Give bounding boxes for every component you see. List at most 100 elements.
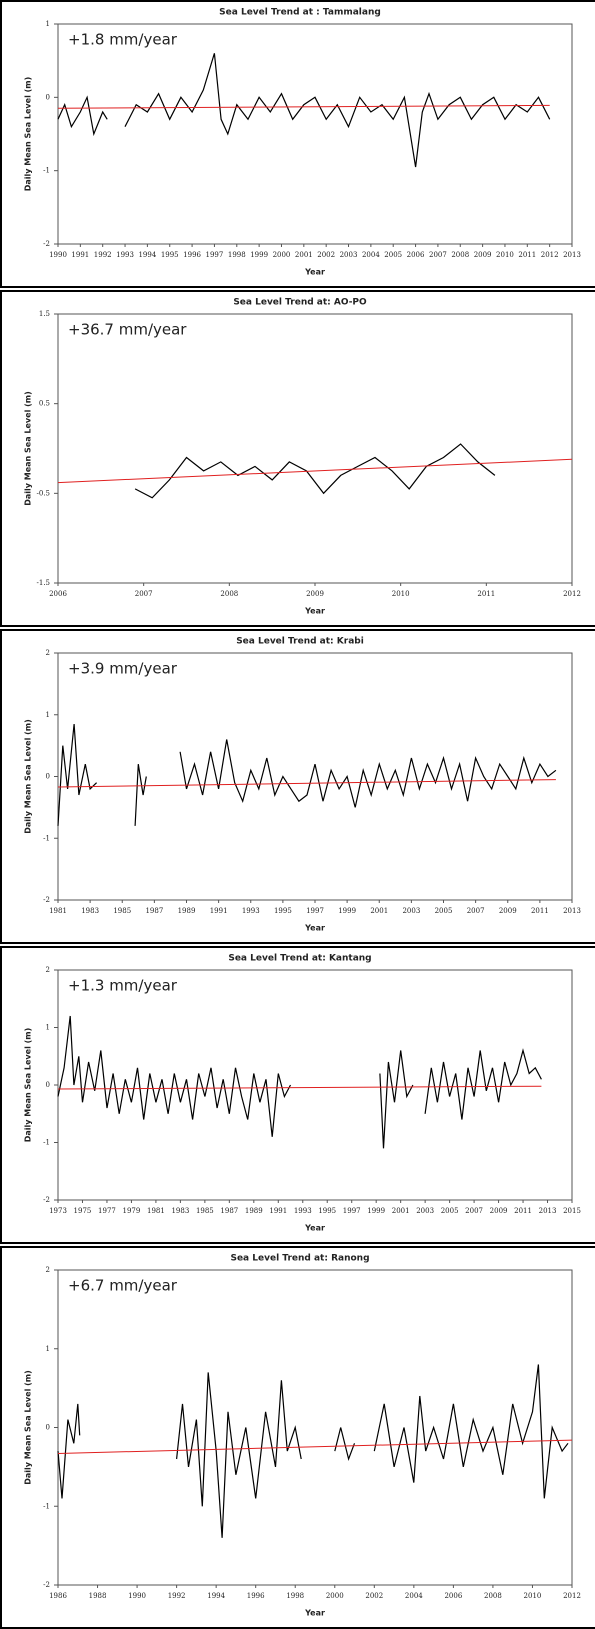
x-tick-label: 1994 (207, 1592, 225, 1600)
y-tick-label: -1 (43, 834, 50, 842)
trend-line (57, 1439, 573, 1454)
sea-level-line (57, 53, 551, 168)
x-axis-label: Year (304, 268, 325, 277)
x-tick-label: 1986 (49, 1592, 67, 1600)
x-tick-label: 1991 (71, 251, 89, 259)
x-tick-label: 2005 (384, 251, 402, 259)
x-tick-label: 2007 (465, 1207, 483, 1215)
y-axis-label: Daily Mean Sea Level (m) (24, 77, 33, 192)
plot-frame (57, 313, 573, 584)
y-tick-label: -1 (43, 1139, 50, 1147)
y-tick-label: 2 (46, 649, 50, 657)
x-tick-label: 1999 (250, 251, 268, 259)
x-tick-label: 1995 (161, 251, 179, 259)
x-tick-label: 2009 (499, 907, 517, 915)
trend-annotation: +1.8 mm/year (68, 31, 178, 49)
x-tick-label: 1987 (220, 1207, 238, 1215)
x-tick-label: 2012 (541, 251, 559, 259)
x-tick-label: 1981 (49, 907, 67, 915)
trend-line (57, 104, 550, 109)
y-tick-label: -2 (43, 1581, 50, 1589)
x-tick-label: 2008 (451, 251, 469, 259)
x-tick-label: 2013 (563, 251, 581, 259)
x-tick-label: 1998 (228, 251, 246, 259)
x-axis-label: Year (304, 607, 325, 616)
panel-border (0, 629, 595, 944)
panel-border (0, 0, 595, 288)
x-tick-label: 2001 (295, 251, 313, 259)
x-tick-label: 1998 (286, 1592, 304, 1600)
chart-title: Sea Level Trend at: AO-PO (233, 298, 367, 308)
x-tick-label: 1993 (242, 907, 260, 915)
x-tick-label: 1990 (128, 1592, 146, 1600)
panel-border (0, 290, 595, 627)
x-tick-label: 2005 (435, 907, 453, 915)
x-tick-label: 2000 (326, 1592, 344, 1600)
sea-level-line (134, 443, 496, 499)
y-tick-label: 2 (46, 1266, 50, 1274)
plot-frame (57, 652, 573, 901)
x-tick-label: 1975 (74, 1207, 92, 1215)
x-tick-label: 2009 (474, 251, 492, 259)
x-tick-label: 2011 (514, 1207, 532, 1215)
x-tick-label: 1985 (113, 907, 131, 915)
trend-annotation: +3.9 mm/year (68, 660, 178, 678)
x-tick-label: 2004 (405, 1592, 423, 1600)
x-tick-label: 1989 (245, 1207, 263, 1215)
x-tick-label: 1988 (89, 1592, 107, 1600)
x-tick-label: 1989 (178, 907, 196, 915)
y-tick-label: -1 (43, 1502, 50, 1510)
x-tick-label: 1993 (294, 1207, 312, 1215)
y-tick-label: -1 (43, 167, 50, 175)
sea-level-line (57, 1015, 542, 1149)
trend-annotation: +6.7 mm/year (68, 1277, 178, 1295)
x-tick-label: 2010 (524, 1592, 542, 1600)
x-axis-label: Year (304, 1609, 325, 1618)
x-tick-label: 2012 (563, 1592, 581, 1600)
x-axis-label: Year (304, 924, 325, 933)
x-tick-label: 2001 (370, 907, 388, 915)
plot-frame (57, 1269, 573, 1586)
trend-line (57, 458, 573, 484)
x-tick-label: 1991 (210, 907, 228, 915)
x-tick-label: 2010 (392, 590, 410, 598)
x-tick-label: 1994 (138, 251, 156, 259)
x-tick-label: 2007 (429, 251, 447, 259)
y-tick-label: -1.5 (37, 579, 51, 587)
y-tick-label: 1 (46, 1345, 50, 1353)
x-tick-label: 2013 (539, 1207, 557, 1215)
x-tick-label: 1973 (49, 1207, 67, 1215)
x-tick-label: 2006 (444, 1592, 462, 1600)
x-tick-label: 2006 (49, 590, 67, 598)
trend-line (57, 1085, 542, 1090)
x-tick-label: 1999 (367, 1207, 385, 1215)
x-tick-label: 1987 (145, 907, 163, 915)
x-tick-label: 1995 (318, 1207, 336, 1215)
panel-border (0, 1246, 595, 1629)
x-tick-label: 1979 (123, 1207, 141, 1215)
y-tick-label: 0 (46, 93, 50, 101)
x-tick-label: 1996 (247, 1592, 265, 1600)
x-tick-label: 2013 (563, 907, 581, 915)
chart-title: Sea Level Trend at: Krabi (236, 637, 364, 647)
x-tick-label: 1990 (49, 251, 67, 259)
y-tick-label: 0 (46, 1424, 50, 1432)
y-tick-label: -2 (43, 240, 50, 248)
x-tick-label: 2008 (220, 590, 238, 598)
x-tick-label: 2011 (477, 590, 495, 598)
x-tick-label: 1999 (338, 907, 356, 915)
x-tick-label: 2002 (317, 251, 335, 259)
x-tick-label: 1992 (94, 251, 112, 259)
y-tick-label: 1 (46, 20, 50, 28)
x-tick-label: 1983 (171, 1207, 189, 1215)
x-tick-label: 2011 (518, 251, 536, 259)
x-tick-label: 2009 (490, 1207, 508, 1215)
sea-level-line (57, 723, 557, 826)
x-tick-label: 1997 (343, 1207, 361, 1215)
plot-frame (57, 969, 573, 1201)
x-tick-label: 1997 (306, 907, 324, 915)
trend-annotation: +36.7 mm/year (68, 321, 187, 339)
y-tick-label: 0.5 (39, 400, 50, 408)
y-tick-label: 2 (46, 966, 50, 974)
x-tick-label: 1985 (196, 1207, 214, 1215)
